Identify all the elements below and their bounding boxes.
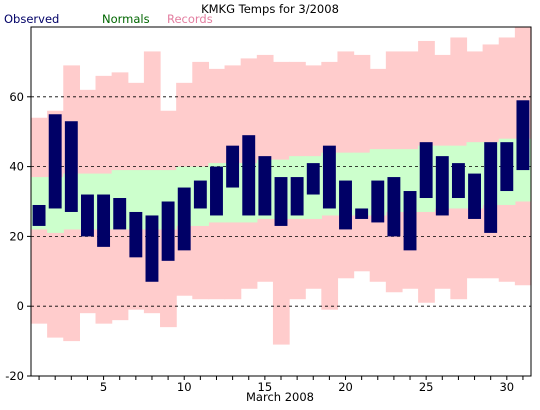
observed-bar-day-30 — [500, 142, 514, 192]
observed-bar-day-17 — [290, 177, 304, 216]
normal-range-band-day-8 — [143, 170, 161, 230]
observed-bar-day-12 — [210, 166, 223, 216]
observed-bar-day-25 — [419, 142, 433, 199]
observed-bar-day-13 — [226, 145, 240, 188]
observed-bar-day-23 — [387, 177, 401, 237]
normal-range-band-day-21 — [353, 152, 371, 216]
observed-bar-day-9 — [161, 201, 175, 261]
x-tick-label-25: 25 — [419, 380, 434, 394]
observed-bar-day-10 — [177, 187, 191, 251]
x-tick-label-30: 30 — [499, 380, 514, 394]
y-tick-label-40: 40 — [9, 160, 24, 174]
observed-bar-day-16 — [274, 177, 288, 226]
observed-bar-day-20 — [339, 180, 352, 230]
x-tick-label-15: 15 — [258, 380, 273, 394]
observed-bar-day-2 — [48, 114, 62, 209]
legend-records: Records — [167, 12, 213, 26]
observed-bar-day-29 — [484, 142, 498, 233]
observed-bar-day-28 — [468, 173, 481, 219]
observed-bar-day-26 — [435, 156, 449, 216]
observed-bar-day-18 — [306, 163, 320, 195]
observed-bar-day-7 — [129, 211, 143, 258]
x-tick-label-5: 5 — [100, 380, 107, 394]
chart-title: KMKG Temps for 3/2008 — [201, 2, 339, 16]
observed-bar-day-15 — [258, 156, 272, 216]
observed-bar-day-22 — [371, 180, 385, 223]
x-tick-label-20: 20 — [338, 380, 353, 394]
observed-bar-day-14 — [242, 135, 256, 216]
legend-observed: Observed — [4, 12, 59, 26]
y-tick-label--20: -20 — [5, 369, 24, 383]
observed-bar-day-11 — [193, 180, 207, 209]
observed-bar-day-3 — [64, 121, 78, 212]
observed-bar-day-4 — [81, 194, 94, 237]
observed-bar-day-31 — [516, 100, 530, 171]
y-tick-label-20: 20 — [9, 229, 24, 243]
observed-bar-day-21 — [355, 208, 369, 219]
observed-bar-day-8 — [145, 215, 159, 282]
legend-normals: Normals — [102, 12, 150, 26]
observed-bar-day-27 — [451, 163, 465, 199]
observed-bar-day-5 — [97, 194, 111, 247]
observed-bar-day-19 — [322, 145, 336, 209]
y-tick-label-60: 60 — [9, 90, 24, 104]
x-tick-label-10: 10 — [177, 380, 192, 394]
observed-bar-day-24 — [403, 191, 417, 251]
observed-bar-day-6 — [113, 198, 127, 230]
observed-bar-day-1 — [32, 204, 46, 226]
y-tick-label-0: 0 — [17, 299, 24, 313]
x-axis-label: March 2008 — [246, 390, 314, 404]
